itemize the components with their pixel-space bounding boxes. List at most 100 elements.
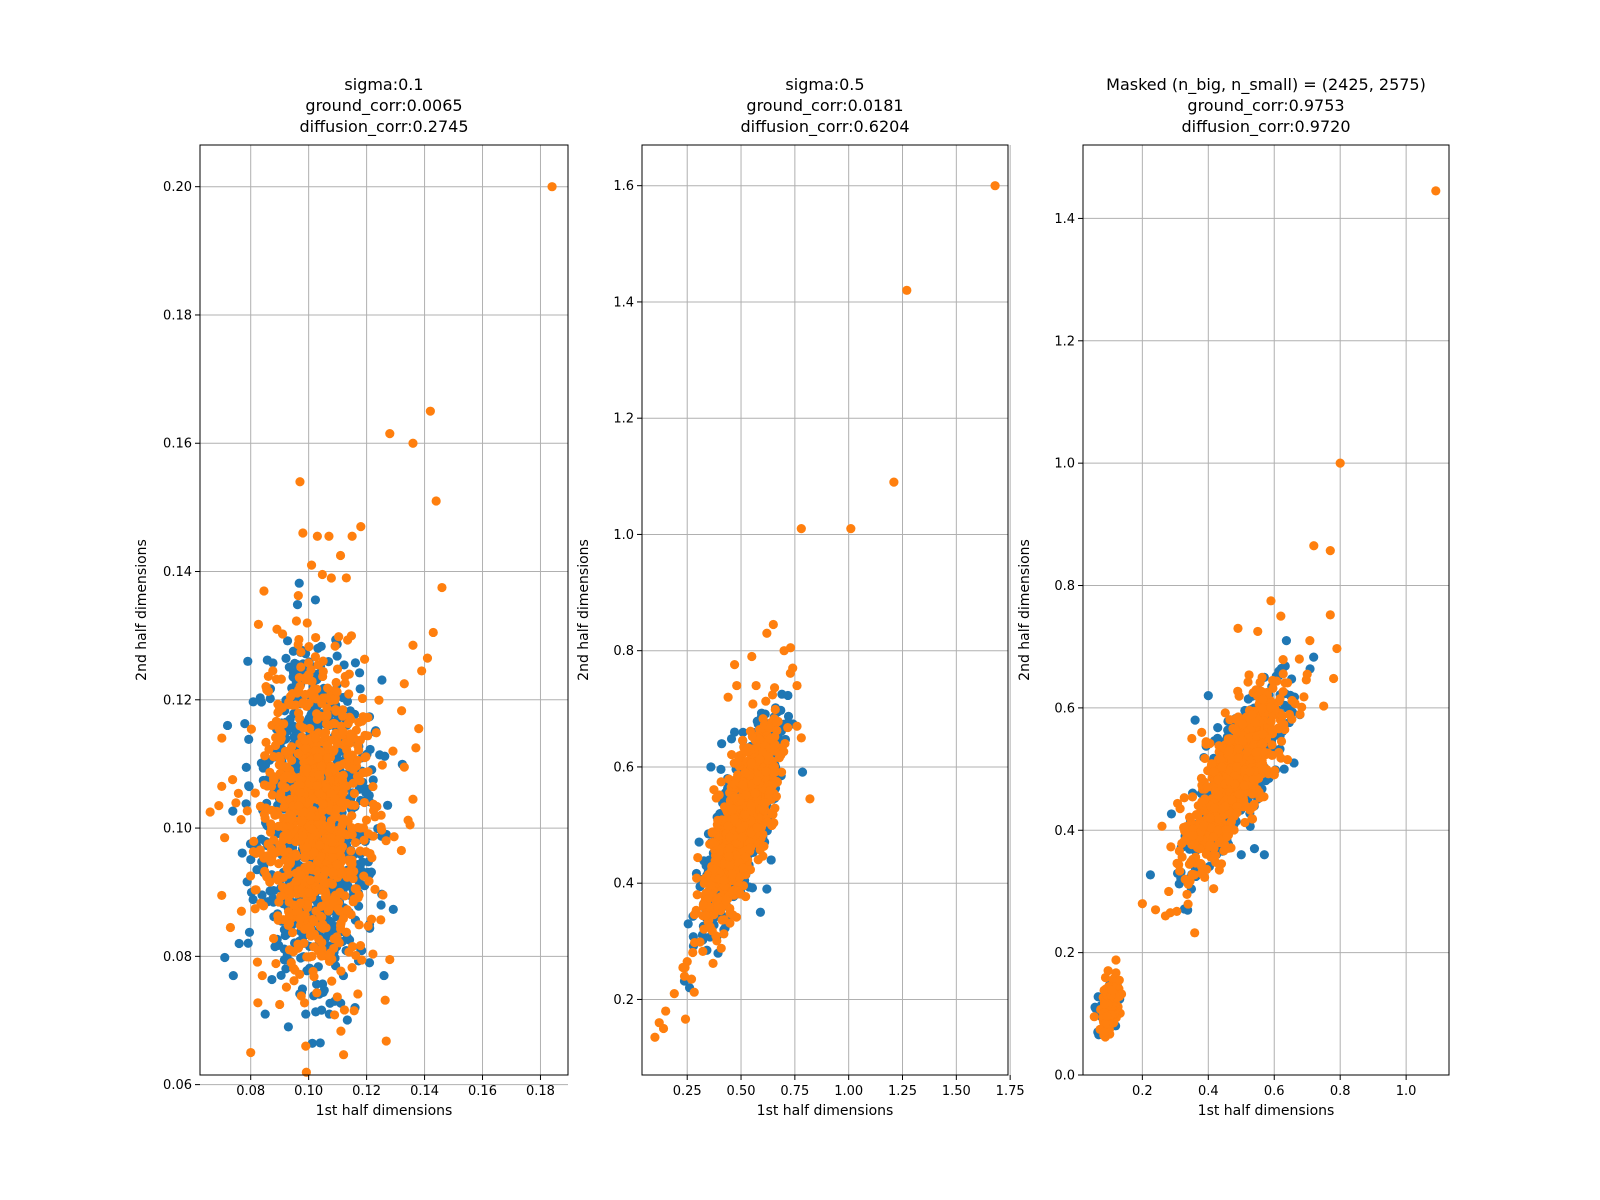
scatter-point [1182, 889, 1192, 899]
y-tick-label: 0.16 [163, 437, 192, 452]
scatter-point [1276, 736, 1287, 746]
scatter-point [1183, 899, 1193, 909]
scatter-point [311, 1007, 321, 1017]
scatter-point [323, 683, 333, 693]
scatter-point [1205, 813, 1215, 823]
x-axis-label: 1st half dimensions [757, 1103, 894, 1119]
scatter-point [758, 851, 768, 861]
scatter-point [405, 820, 415, 830]
scatter-point [354, 920, 364, 930]
subplot-1: 0.08 0.10 0.12 0.14 0.16 0.180.060.080.100.12… [134, 75, 569, 1119]
scatter-point [428, 627, 438, 638]
scatter-point [298, 931, 308, 942]
scatter-point [735, 889, 746, 899]
scatter-point [342, 1015, 352, 1025]
scatter-point [1287, 714, 1297, 724]
scatter-point [437, 582, 447, 593]
scatter-point [294, 708, 304, 718]
scatter-point [1282, 678, 1293, 688]
scatter-point [359, 797, 370, 808]
x-tick-label: 1.75 [996, 1084, 1025, 1099]
scatter-point [348, 778, 358, 788]
scatter-point [1190, 928, 1200, 938]
scatter-point [320, 693, 331, 703]
scatter-point [243, 938, 253, 948]
scatter-point [302, 618, 312, 628]
scatter-point [740, 768, 751, 778]
scatter-point [408, 640, 418, 650]
scatter-point [759, 798, 770, 808]
scatter-point [748, 699, 758, 709]
scatter-point [307, 951, 317, 961]
scatter-point [282, 762, 292, 772]
scatter-point [708, 837, 718, 848]
scatter-point [729, 660, 740, 670]
scatter-point [343, 635, 353, 645]
scatter-point [1244, 670, 1254, 680]
scatter-point [728, 910, 738, 920]
scatter-point [1213, 723, 1223, 733]
scatter-point [1269, 766, 1280, 776]
scatter-point [724, 861, 735, 871]
scatter-point [796, 524, 806, 534]
scatter-point [339, 1005, 350, 1015]
scatter-point [313, 753, 323, 763]
scatter-point [312, 780, 322, 791]
scatter-point [336, 1026, 346, 1036]
scatter-point [730, 792, 740, 803]
x-tick-label: 0.14 [410, 1084, 439, 1099]
scatter-point [377, 675, 387, 685]
scatter-point [335, 550, 346, 561]
scatter-point [1197, 797, 1207, 807]
x-tick-label: 0.08 [236, 1084, 265, 1099]
scatter-point [783, 722, 793, 733]
scatter-point [241, 762, 251, 773]
scatter-point [305, 862, 316, 872]
scatter-point [377, 825, 387, 835]
scatter-point [244, 781, 254, 791]
scatter-point [723, 692, 733, 702]
scatter-point [220, 833, 230, 843]
scatter-point [761, 766, 771, 777]
scatter-point [275, 793, 285, 803]
scatter-point [280, 855, 290, 865]
subplot-title-line: diffusion_corr:0.6204 [740, 117, 909, 137]
scatter-point [354, 745, 364, 755]
scatter-point [322, 709, 332, 719]
scatter-point [694, 837, 704, 847]
scatter-point [332, 651, 342, 661]
scatter-point [284, 897, 294, 907]
scatter-point [425, 406, 435, 416]
scatter-point [724, 843, 735, 853]
scatter-point [270, 810, 280, 820]
scatter-point [267, 790, 277, 800]
subplot-3: 0.2 0.4 0.6 0.8 1.00.00.20.40.60.81.01.21.41… [1017, 75, 1450, 1119]
scatter-point [695, 937, 705, 947]
scatter-point [338, 711, 348, 721]
scatter-point [312, 979, 322, 989]
scatter-point [766, 855, 776, 865]
scatter-point [701, 911, 711, 921]
scatter-point [249, 836, 259, 846]
scatter-point [737, 832, 747, 843]
scatter-point [346, 714, 356, 725]
scatter-point [288, 723, 298, 733]
scatter-point [256, 697, 267, 707]
scatter-point [385, 954, 395, 965]
scatter-point [258, 901, 269, 911]
scatter-point [368, 781, 378, 792]
scatter-point [234, 938, 244, 949]
scatter-point [1309, 652, 1319, 662]
scatter-point [1257, 739, 1268, 749]
scatter-point [750, 788, 760, 799]
scatter-point [1233, 686, 1243, 696]
scatter-point [309, 916, 319, 927]
scatter-point [299, 924, 310, 934]
scatter-point [294, 578, 304, 588]
scatter-point [1187, 792, 1198, 802]
scatter-point [261, 737, 271, 747]
scatter-point [337, 869, 347, 879]
scatter-point [1209, 803, 1220, 813]
scatter-point [755, 754, 765, 764]
